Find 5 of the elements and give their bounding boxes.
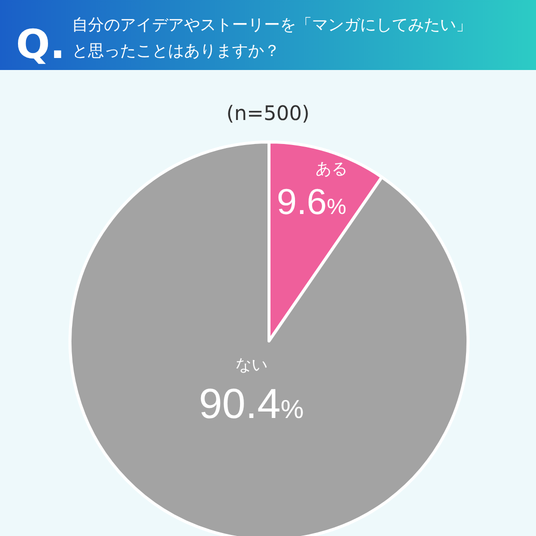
slice-label: ない [235,355,268,374]
data-label: 9.6% [276,181,346,222]
data-label: 90.4% [198,380,304,428]
chart-subtitle: (n=500) [226,101,310,125]
slice-label: ある [316,159,348,178]
